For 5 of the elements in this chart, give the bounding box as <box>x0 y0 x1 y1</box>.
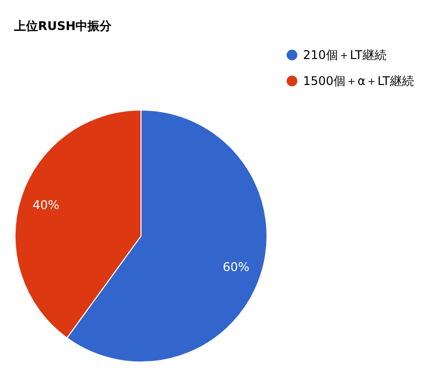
chart-title: 上位RUSH中振分 <box>13 19 113 33</box>
data-label: 40% <box>32 198 60 212</box>
legend-label: 1500個＋α＋LT継続 <box>303 74 414 88</box>
legend-label: 210個＋LT継続 <box>303 48 386 62</box>
data-label: 60% <box>222 260 250 274</box>
